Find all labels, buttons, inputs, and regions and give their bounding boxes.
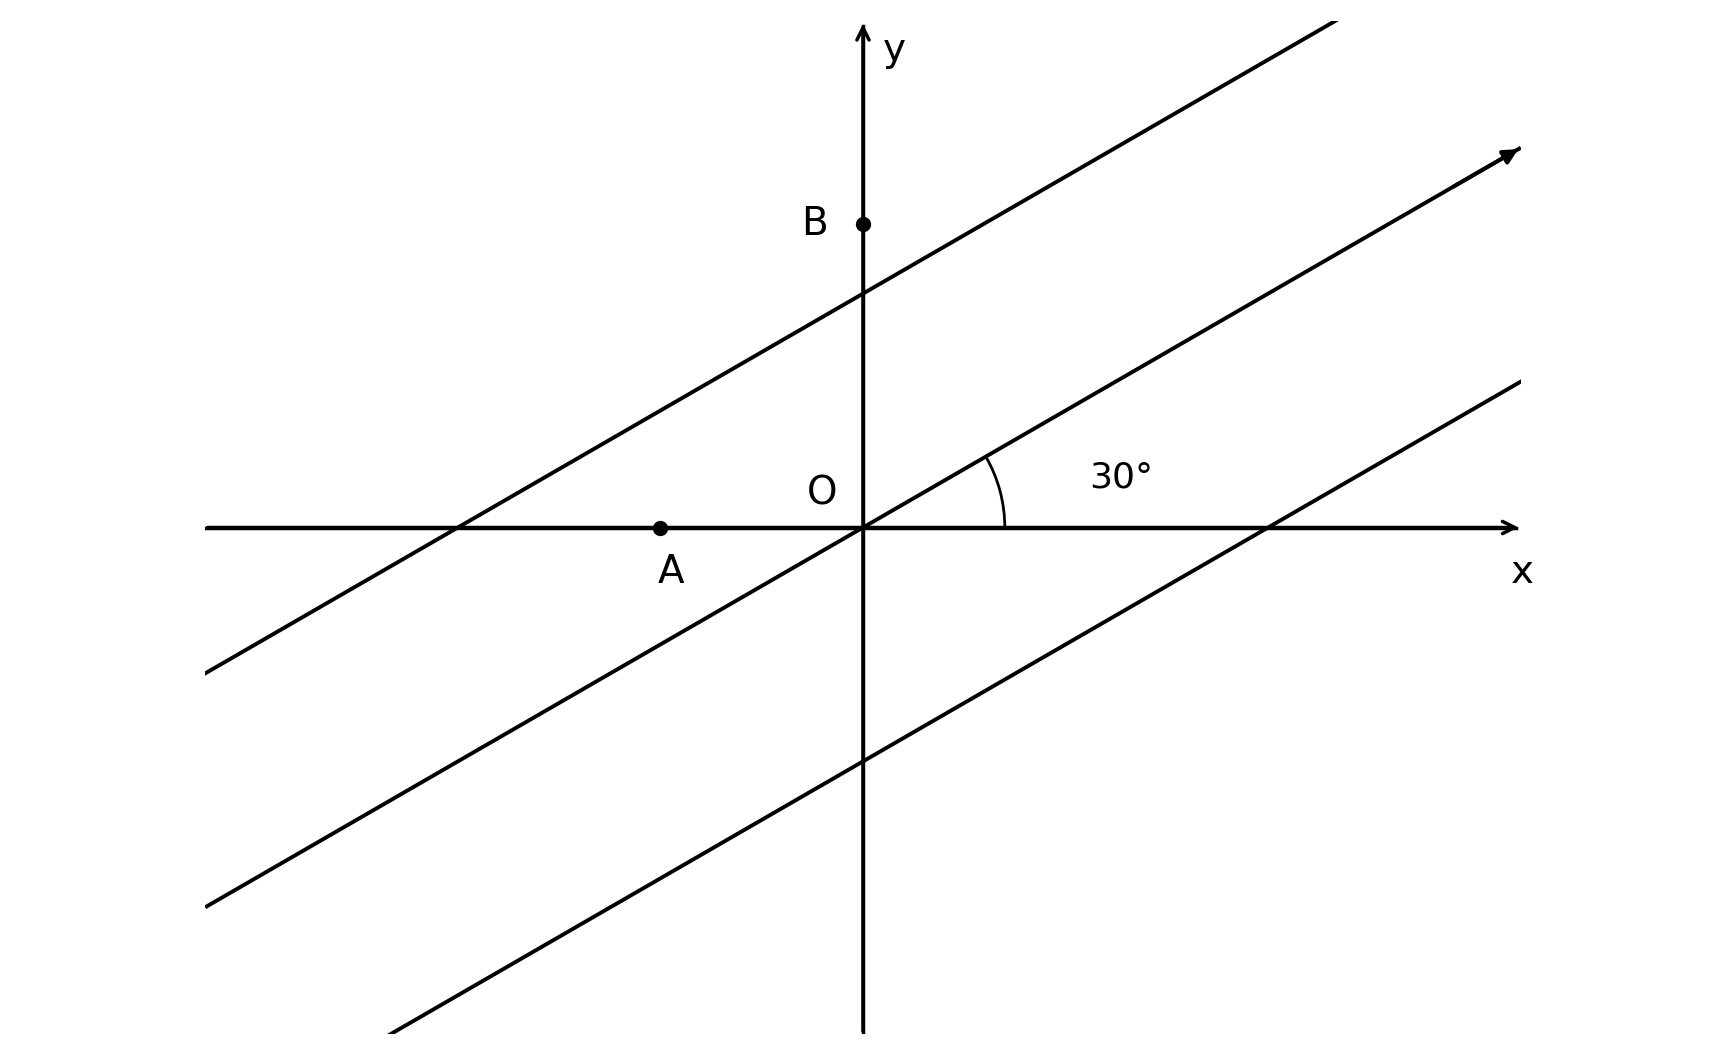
Text: A: A — [658, 553, 683, 591]
Text: O: O — [808, 475, 837, 513]
Text: 30°: 30° — [1089, 461, 1153, 495]
Text: y: y — [884, 32, 906, 70]
Text: x: x — [1512, 553, 1534, 591]
Text: B: B — [801, 205, 827, 243]
